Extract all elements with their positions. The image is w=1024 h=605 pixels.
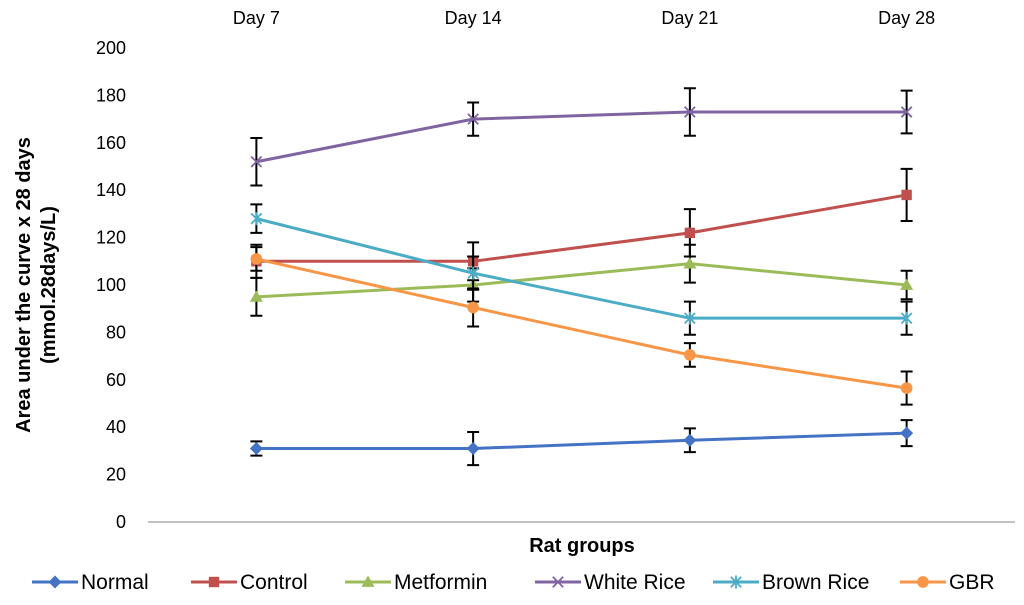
y-tick-label: 40 [106,417,126,437]
data-point [467,266,479,280]
legend-item-metformin: Metformin [345,571,487,594]
x-axis-title: Rat groups [529,535,635,557]
legend-label: White Rice [584,571,686,594]
legend-item-brown-rice: Brown Rice [713,571,869,594]
y-tick-label: 120 [96,228,126,248]
x-tick-labels: Day 7 Day 14 Day 21 Day 28 [233,8,935,28]
data-point [250,212,263,226]
data-point [466,442,480,456]
y-tick-label: 100 [96,275,126,295]
legend-marker [48,575,62,589]
series-line [256,217,907,320]
legend-marker [917,576,929,588]
data-point [900,426,914,440]
legend-marker [552,576,564,588]
legend-item-white-rice: White Rice [535,571,686,594]
data-point [684,311,696,325]
series-line [256,257,907,390]
legend-label: Brown Rice [762,571,869,594]
legend-label: Control [240,571,308,594]
y-axis: 0 20 40 60 80 100 120 140 160 180 200 [96,38,126,532]
legend-marker [730,575,742,589]
legend-item-gbr: GBR [900,571,995,594]
y-tick-label: 180 [96,85,126,105]
series-control [250,167,913,282]
series-line [256,193,907,263]
legend-label: Normal [81,571,149,594]
series-brown-rice [250,203,913,336]
data-point [249,290,263,302]
y-tick-label: 160 [96,133,126,153]
series-white-rice [250,87,913,187]
plot-area [249,87,914,467]
data-point [249,442,263,456]
legend: Normal Control Metformin White Rice Brown Ri… [32,571,995,594]
y-tick-label: 60 [106,370,126,390]
data-point [467,301,479,314]
x-tick-label: Day 28 [878,8,935,28]
data-point [901,189,912,201]
series-line [256,110,907,164]
series-gbr [250,246,913,406]
data-point [684,227,696,239]
data-point [683,257,697,269]
legend-item-normal: Normal [32,571,149,594]
y-axis-title: Area under the curve x 28 days (mmol.28d… [13,137,60,433]
x-tick-label: Day 21 [661,8,718,28]
series-line [256,262,907,299]
legend-marker [208,576,220,588]
x-tick-label: Day 7 [233,8,280,28]
legend-item-control: Control [191,571,308,594]
data-point [683,433,697,447]
data-point [900,382,913,394]
legend-label: GBR [949,571,995,594]
data-point [467,113,479,125]
y-tick-label: 20 [106,465,126,485]
y-tick-label: 0 [116,512,126,532]
x-tick-label: Day 14 [445,8,502,28]
y-tick-label: 200 [96,38,126,58]
data-point [250,253,263,265]
series-normal [249,419,914,467]
data-point [900,278,914,290]
series-line [256,431,907,451]
legend-marker [361,575,375,587]
legend-label: Metformin [394,571,487,594]
data-point [684,349,696,361]
data-point [250,155,263,168]
data-point [900,106,913,118]
y-tick-label: 80 [106,322,126,342]
data-point [900,311,913,325]
y-axis-title-line2: (mmol.28days/L) [38,206,60,364]
y-tick-label: 140 [96,180,126,200]
data-point [684,106,696,118]
y-axis-title-line1: Area under the curve x 28 days [13,137,35,433]
